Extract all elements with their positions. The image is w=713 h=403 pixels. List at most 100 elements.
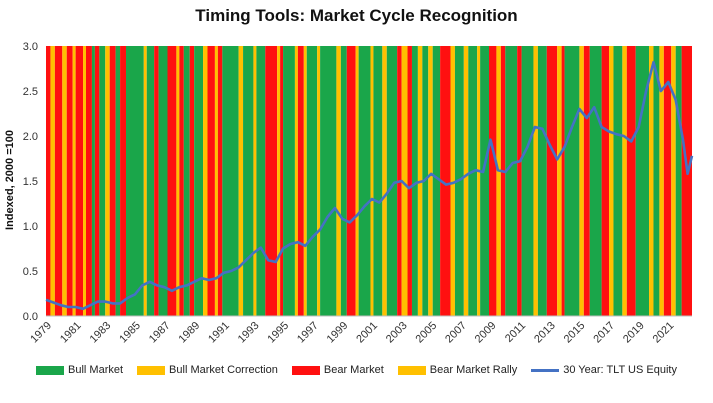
legend-label: Bear Market Rally — [429, 364, 518, 376]
regime-band — [126, 46, 144, 316]
regime-band — [72, 46, 76, 316]
legend-label: 30 Year: TLT US Equity — [563, 364, 677, 376]
regime-band — [238, 46, 244, 316]
legend-swatch-bear-market — [291, 365, 320, 375]
regime-band — [373, 46, 383, 316]
regime-band — [557, 46, 562, 316]
y-tick-label: 0.5 — [23, 266, 38, 278]
x-tick-label: 1987 — [147, 320, 173, 346]
x-tick-label: 2021 — [651, 320, 677, 346]
y-tick-label: 0.0 — [23, 311, 38, 323]
y-tick-label: 1.0 — [23, 221, 38, 233]
regime-band — [214, 46, 218, 316]
regime-band — [167, 46, 177, 316]
regime-band — [336, 46, 341, 316]
regime-band — [500, 46, 506, 316]
regime-band — [217, 46, 223, 316]
regime-band — [561, 46, 565, 316]
regime-band — [401, 46, 408, 316]
regime-band — [601, 46, 610, 316]
regime-band — [176, 46, 180, 316]
x-tick-label: 2001 — [354, 320, 380, 346]
regime-band — [46, 46, 51, 316]
legend-item-bear-market-rally: Bear Market Rally — [397, 364, 518, 376]
x-tick-label: 2019 — [621, 320, 647, 346]
legend-swatch-tlt-series — [531, 368, 560, 372]
regime-band — [626, 46, 636, 316]
y-tick-label: 1.5 — [23, 176, 38, 188]
regime-band — [146, 46, 155, 316]
y-tick-label: 3.0 — [23, 41, 38, 53]
regime-band — [94, 46, 100, 316]
x-tick-label: 1981 — [58, 320, 84, 346]
regime-band — [533, 46, 538, 316]
chart-title: Timing Tools: Market Cycle Recognition — [195, 6, 518, 25]
y-tick-label: 2.5 — [23, 86, 38, 98]
y-tick-label: 2.0 — [23, 131, 38, 143]
regime-band — [75, 46, 84, 316]
x-tick-label: 1983 — [88, 320, 114, 346]
regime-band — [62, 46, 67, 316]
regime-band — [355, 46, 359, 316]
regime-band — [411, 46, 418, 316]
regime-band — [477, 46, 481, 316]
regime-band — [681, 46, 692, 316]
legend-item-bear-market: Bear Market — [291, 364, 384, 376]
regime-band — [609, 46, 614, 316]
regime-band — [277, 46, 281, 316]
regime-band — [50, 46, 55, 316]
regime-band — [317, 46, 321, 316]
regime-band — [194, 46, 204, 316]
regime-band — [265, 46, 278, 316]
x-tick-label: 1985 — [117, 320, 143, 346]
legend-label: Bear Market — [323, 364, 384, 376]
regime-band — [105, 46, 110, 316]
x-tick-label: 2011 — [503, 320, 528, 345]
regime-band — [671, 46, 676, 316]
regime-band — [183, 46, 190, 316]
regime-band — [589, 46, 602, 316]
x-tick-label: 1999 — [325, 320, 351, 346]
x-tick-label: 2017 — [591, 320, 617, 346]
legend-label: Bull Market — [68, 364, 124, 376]
regime-band — [517, 46, 522, 316]
regime-band — [320, 46, 337, 316]
regime-band — [450, 46, 455, 316]
regime-band — [154, 46, 159, 316]
regime-band — [663, 46, 672, 316]
regime-band — [280, 46, 284, 316]
legend-swatch-bull-market-correction — [137, 365, 166, 375]
legend-item-bull-market: Bull Market — [36, 364, 123, 376]
regime-band — [340, 46, 347, 316]
regime-band — [613, 46, 623, 316]
regime-band — [659, 46, 664, 316]
series-layer — [45, 60, 694, 311]
regime-band — [370, 46, 374, 316]
regime-band — [407, 46, 412, 316]
regime-band — [303, 46, 307, 316]
y-axis-label: Indexed, 2000 =100 — [4, 130, 16, 230]
regime-band — [635, 46, 650, 316]
regime-band — [428, 46, 433, 316]
regime-band — [564, 46, 580, 316]
regime-band — [386, 46, 398, 316]
legend-item-bull-market-correction: Bull Market Correction — [137, 364, 278, 376]
regime-band — [256, 46, 266, 316]
legend-swatch-bull-market — [36, 365, 65, 375]
regime-band — [579, 46, 584, 316]
regime-band — [675, 46, 682, 316]
regime-band — [358, 46, 371, 316]
regime-band — [54, 46, 63, 316]
regime-band — [120, 46, 127, 316]
regime-band — [521, 46, 534, 316]
regime-band — [346, 46, 356, 316]
regime-band — [489, 46, 497, 316]
regime-band — [109, 46, 116, 316]
regime-bands — [46, 46, 692, 316]
x-tick-label: 1995 — [265, 320, 291, 346]
x-tick-label: 2003 — [384, 320, 410, 346]
regime-band — [649, 46, 654, 316]
regime-band — [243, 46, 254, 316]
regime-band — [83, 46, 87, 316]
